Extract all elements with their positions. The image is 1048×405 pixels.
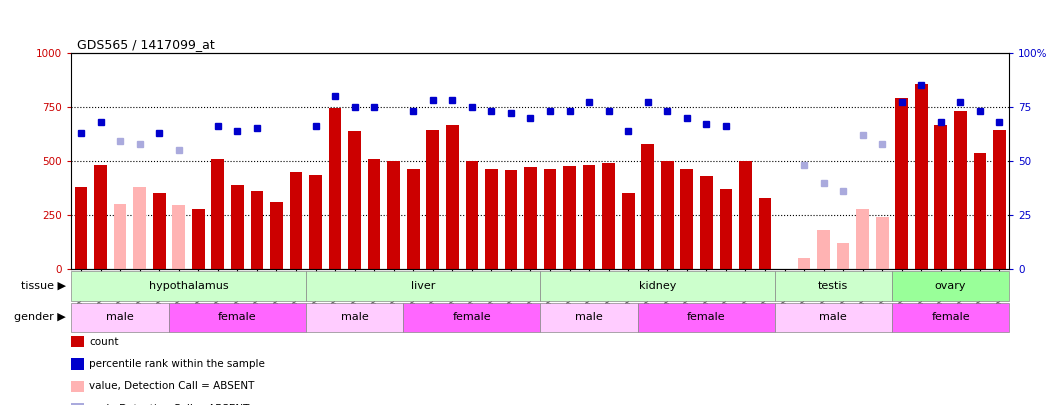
Text: GDS565 / 1417099_at: GDS565 / 1417099_at xyxy=(77,38,214,51)
Text: female: female xyxy=(453,312,492,322)
Bar xyxy=(974,153,986,269)
Bar xyxy=(114,204,127,269)
Bar xyxy=(720,189,733,269)
Bar xyxy=(935,125,947,269)
Bar xyxy=(231,185,244,269)
Bar xyxy=(641,144,654,269)
Bar xyxy=(485,168,498,269)
Text: testis: testis xyxy=(818,281,849,291)
Text: female: female xyxy=(687,312,725,322)
Bar xyxy=(739,161,751,269)
Bar xyxy=(329,108,342,269)
Bar xyxy=(133,187,146,269)
Text: female: female xyxy=(218,312,257,322)
Bar xyxy=(172,205,185,269)
Bar xyxy=(544,168,556,269)
Bar xyxy=(153,194,166,269)
Text: liver: liver xyxy=(411,281,435,291)
Bar xyxy=(994,130,1006,269)
Bar xyxy=(504,170,518,269)
Text: ovary: ovary xyxy=(935,281,966,291)
Bar xyxy=(270,202,283,269)
Bar xyxy=(876,217,889,269)
Bar xyxy=(895,98,909,269)
Bar xyxy=(856,209,869,269)
Bar xyxy=(368,159,380,269)
Bar xyxy=(309,175,322,269)
Text: percentile rank within the sample: percentile rank within the sample xyxy=(89,359,265,369)
Text: male: male xyxy=(575,312,603,322)
Bar xyxy=(954,111,966,269)
Bar xyxy=(192,209,204,269)
Bar xyxy=(583,165,595,269)
Bar xyxy=(661,161,674,269)
Text: value, Detection Call = ABSENT: value, Detection Call = ABSENT xyxy=(89,382,255,391)
Bar xyxy=(212,159,224,269)
Bar xyxy=(289,172,302,269)
Bar xyxy=(798,258,810,269)
Bar xyxy=(621,194,634,269)
Text: female: female xyxy=(932,312,969,322)
Text: tissue ▶: tissue ▶ xyxy=(21,281,66,291)
Text: male: male xyxy=(820,312,847,322)
Bar xyxy=(680,168,693,269)
Bar xyxy=(250,191,263,269)
Bar xyxy=(700,176,713,269)
Text: male: male xyxy=(341,312,369,322)
Text: gender ▶: gender ▶ xyxy=(15,312,66,322)
Text: hypothalamus: hypothalamus xyxy=(149,281,228,291)
Bar xyxy=(407,168,419,269)
Bar xyxy=(348,131,361,269)
Bar xyxy=(915,84,927,269)
Text: kidney: kidney xyxy=(639,281,676,291)
Text: male: male xyxy=(106,312,134,322)
Bar xyxy=(524,168,537,269)
Bar xyxy=(446,125,459,269)
Bar xyxy=(427,130,439,269)
Bar xyxy=(836,243,850,269)
Bar xyxy=(563,166,576,269)
Bar xyxy=(94,165,107,269)
Bar xyxy=(817,230,830,269)
Bar xyxy=(603,163,615,269)
Text: count: count xyxy=(89,337,118,347)
Bar xyxy=(759,198,771,269)
Bar xyxy=(388,161,400,269)
Bar xyxy=(465,161,478,269)
Text: rank, Detection Call = ABSENT: rank, Detection Call = ABSENT xyxy=(89,404,249,405)
Bar xyxy=(74,187,87,269)
